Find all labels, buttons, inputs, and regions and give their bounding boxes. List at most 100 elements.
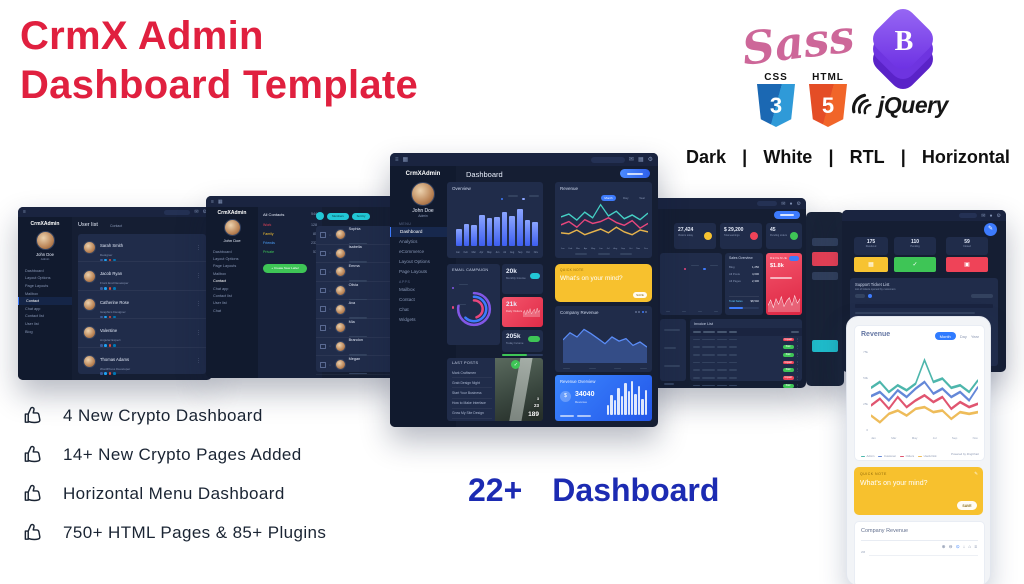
sidebar-item[interactable]: Page Layouts: [213, 264, 237, 269]
chart-toolbar[interactable]: ⊕ ⊖ ⊙ ↓ ⌂ ≡: [942, 544, 978, 550]
social-icons[interactable]: [100, 343, 196, 347]
sidebar-item[interactable]: Page Layouts: [25, 283, 49, 288]
sidebar-item[interactable]: User list: [25, 321, 39, 326]
label-row[interactable]: Private 53: [263, 247, 317, 256]
sidebar-item[interactable]: Chat: [213, 308, 222, 313]
kebab-icon[interactable]: ⋮: [795, 368, 800, 373]
kebab-icon[interactable]: ⋮: [795, 352, 800, 357]
sidebar-item[interactable]: Page Layouts: [399, 268, 428, 274]
post-link[interactable]: How to Make Interface: [452, 399, 492, 409]
star-icon[interactable]: ☆: [328, 307, 332, 312]
table-search-input[interactable]: [971, 294, 993, 298]
user-row[interactable]: Thomas Adams WordPress Developer ⋮: [78, 348, 206, 375]
tab-day[interactable]: Day: [623, 196, 629, 200]
social-icons[interactable]: [100, 258, 196, 262]
bell-icon[interactable]: ●: [989, 212, 993, 219]
mail-icon[interactable]: ✉: [194, 209, 199, 215]
table-row[interactable]: Unpaid ⋮: [690, 374, 802, 382]
page-size-select[interactable]: [855, 294, 865, 298]
kebab-icon[interactable]: ⋮: [795, 375, 800, 380]
tab-month[interactable]: Month: [934, 332, 956, 340]
gear-icon[interactable]: ⚙: [647, 157, 653, 163]
table-row[interactable]: Unpaid ⋮: [690, 359, 802, 367]
sidebar-item[interactable]: Analytics: [399, 239, 418, 245]
tab-year[interactable]: Year: [638, 196, 645, 200]
post-link[interactable]: Start Your Business: [452, 388, 492, 399]
kebab-icon[interactable]: ⋮: [795, 383, 800, 388]
apps-icon[interactable]: ▦: [637, 157, 644, 163]
sidebar-item[interactable]: Widgets: [399, 316, 416, 322]
kebab-icon[interactable]: ⋮: [196, 273, 201, 280]
mail-icon[interactable]: ✉: [628, 157, 634, 163]
header-action-button[interactable]: [620, 169, 650, 178]
kebab-icon[interactable]: ⋮: [795, 360, 800, 365]
hamburger-icon[interactable]: ≡: [395, 156, 399, 163]
magnifier-icon[interactable]: ⊙: [955, 544, 961, 549]
edit-icon[interactable]: ✎: [974, 471, 978, 476]
sidebar-item[interactable]: Contact list: [25, 314, 44, 319]
table-row[interactable]: Paid ⋮: [690, 382, 802, 390]
grid-tile-icon[interactable]: ▦: [854, 257, 888, 272]
stat-action-button[interactable]: [530, 273, 540, 279]
zoom-out-icon[interactable]: ⊖: [948, 544, 954, 549]
members-filter-button[interactable]: Members: [327, 212, 349, 220]
kebab-icon[interactable]: ⋮: [196, 329, 201, 336]
user-row[interactable]: Valentine Angular Expert ⋮: [78, 319, 206, 348]
sidebar-item[interactable]: Layout Options: [213, 257, 239, 262]
sidebar-item[interactable]: Mailbox: [213, 271, 227, 276]
tab-month[interactable]: Month: [601, 195, 616, 201]
mail-icon[interactable]: ✉: [981, 212, 986, 219]
star-icon[interactable]: ☆: [328, 325, 332, 330]
note-text[interactable]: What's on your mind?: [860, 480, 928, 487]
tab-year[interactable]: Year: [970, 333, 979, 339]
post-link[interactable]: Grab Design Night: [452, 378, 492, 389]
kebab-icon[interactable]: ⋮: [795, 345, 800, 350]
sidebar-item[interactable]: Blog: [25, 329, 33, 334]
gear-icon[interactable]: ⚙: [996, 212, 1001, 219]
sidebar-item[interactable]: Chat: [399, 306, 409, 312]
page-tab[interactable]: Contact: [110, 223, 123, 228]
user-row[interactable]: Jacob Ryan Front End Developer ⋮: [78, 262, 206, 291]
sidebar-item[interactable]: Contact: [399, 297, 415, 303]
card-action-button[interactable]: [789, 255, 799, 261]
table-row[interactable]: Paid ⋮: [690, 343, 802, 351]
label-row[interactable]: Family 85: [263, 230, 317, 239]
table-row[interactable]: Paid ⋮: [690, 366, 802, 374]
download-icon[interactable]: ↓: [962, 544, 967, 549]
zoom-in-icon[interactable]: ⊕: [941, 544, 947, 549]
legend-entry[interactable]: Admin: [861, 454, 875, 458]
kebab-icon[interactable]: ⋮: [196, 358, 201, 365]
star-icon[interactable]: ☆: [328, 251, 332, 256]
kebab-icon[interactable]: ⋮: [196, 244, 201, 251]
menu-icon[interactable]: ≡: [974, 544, 978, 549]
checkbox[interactable]: [320, 362, 326, 368]
star-icon[interactable]: ☆: [328, 344, 332, 349]
star-icon[interactable]: ☆: [328, 232, 332, 237]
sidebar-item[interactable]: Contact: [18, 297, 72, 305]
create-label-button[interactable]: + Create New Label: [263, 263, 307, 273]
sortby-filter-button[interactable]: Sort by: [352, 212, 370, 220]
check-tile-icon[interactable]: ✓: [894, 257, 936, 272]
post-link[interactable]: Grow My Site Design: [452, 409, 492, 419]
social-icons[interactable]: [100, 287, 196, 290]
add-contact-icon[interactable]: [316, 212, 324, 220]
hamburger-icon[interactable]: ≡: [211, 198, 214, 205]
sidebar-item[interactable]: eCommerce: [399, 248, 425, 254]
sidebar-item[interactable]: Dashboard: [390, 227, 456, 237]
checkbox[interactable]: [320, 269, 326, 275]
search-input[interactable]: [590, 156, 625, 163]
search-input[interactable]: [757, 201, 778, 206]
social-icons[interactable]: [100, 315, 196, 319]
hamburger-icon[interactable]: ≡: [23, 209, 26, 215]
sidebar-item[interactable]: Contact: [213, 279, 227, 284]
star-icon[interactable]: ☆: [328, 288, 332, 293]
star-icon[interactable]: ☆: [328, 362, 332, 367]
contact-row[interactable]: ☆Megan⋮: [316, 356, 397, 375]
sidebar-item[interactable]: User list: [213, 301, 227, 306]
checkbox[interactable]: [320, 287, 326, 294]
grid-icon[interactable]: ▦: [217, 198, 223, 205]
table-row[interactable]: Paid ⋮: [690, 351, 802, 359]
label-row[interactable]: Friends 233: [263, 239, 317, 248]
checkbox[interactable]: [320, 232, 326, 238]
mail-icon[interactable]: ✉: [781, 200, 786, 207]
